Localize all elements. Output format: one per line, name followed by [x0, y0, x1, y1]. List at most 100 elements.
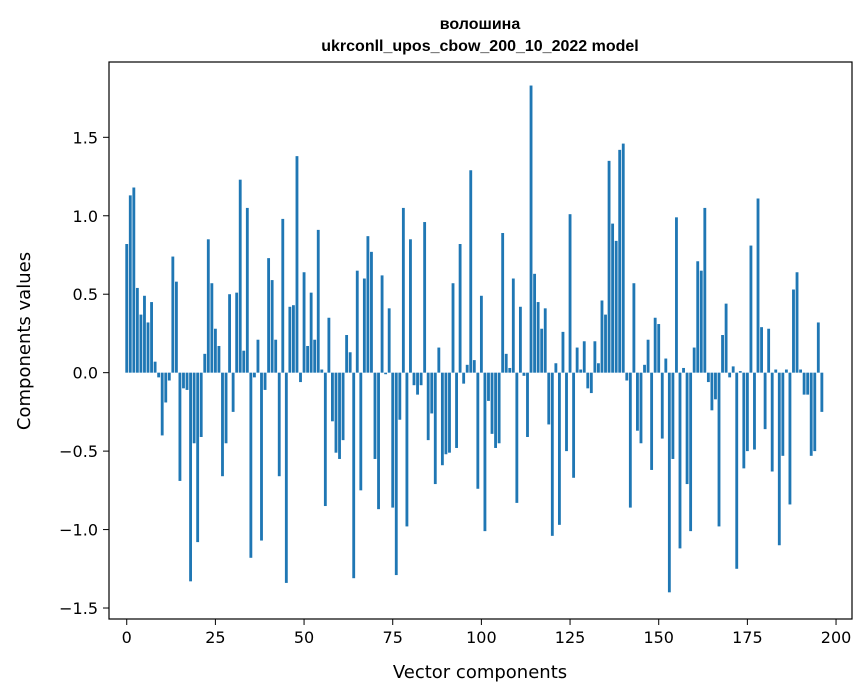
bar-47	[292, 305, 295, 373]
bar-188	[792, 289, 795, 373]
bar-11	[164, 372, 168, 403]
y-tick-label: −1.0	[59, 521, 98, 540]
bar-139	[618, 149, 622, 373]
bar-27	[221, 372, 224, 477]
bar-138	[614, 240, 618, 373]
bar-132	[593, 341, 597, 373]
bar-56	[323, 372, 327, 507]
bar-136	[607, 160, 611, 373]
bar-9	[157, 372, 161, 378]
bar-70	[373, 372, 377, 459]
x-tick-label: 75	[383, 628, 403, 647]
bar-124	[565, 372, 568, 452]
y-tick-label: 0.0	[73, 364, 98, 383]
bar-43	[277, 372, 281, 477]
bar-159	[689, 372, 693, 532]
bar-166	[714, 372, 717, 400]
bar-89	[440, 372, 444, 466]
bar-120	[550, 372, 554, 536]
bar-20	[196, 372, 200, 543]
bar-41	[270, 280, 274, 373]
bar-81	[412, 372, 416, 386]
bar-18	[189, 372, 192, 582]
bar-114	[529, 85, 533, 373]
x-axis-ticks: 0 25 50 75 100 125 150 175 200	[122, 619, 852, 647]
bar-63	[348, 352, 352, 373]
bar-129	[582, 341, 586, 373]
x-tick-label: 200	[821, 628, 852, 647]
bar-104	[494, 372, 497, 448]
bar-181	[767, 328, 771, 373]
plot-frame	[108, 61, 853, 620]
bar-183	[774, 369, 778, 373]
bar-154	[671, 372, 675, 459]
x-tick-label: 125	[555, 628, 586, 647]
bar-106	[501, 233, 505, 373]
bar-95	[462, 372, 466, 384]
x-tick-label: 25	[205, 628, 225, 647]
x-tick-label: 175	[732, 628, 763, 647]
bar-23	[206, 239, 210, 373]
bars-group	[125, 85, 824, 593]
bar-193	[809, 372, 813, 456]
bar-127	[575, 347, 579, 373]
bar-182	[770, 372, 774, 472]
bar-194	[813, 372, 817, 452]
bar-162	[699, 270, 703, 373]
bar-176	[749, 245, 753, 373]
bar-60	[338, 372, 341, 459]
bar-46	[288, 306, 292, 373]
bar-0	[125, 244, 129, 373]
bar-108	[508, 367, 512, 373]
bar-156	[678, 372, 682, 549]
bar-123	[561, 331, 565, 373]
bar-84	[423, 222, 427, 373]
bar-61	[341, 372, 345, 441]
bar-170	[728, 372, 732, 378]
bar-15	[178, 372, 182, 481]
bar-32	[238, 179, 242, 373]
bar-111	[518, 306, 522, 373]
bar-59	[334, 372, 338, 453]
bar-3	[135, 287, 139, 373]
bar-75	[391, 372, 395, 508]
bar-72	[380, 275, 384, 373]
bar-131	[589, 372, 593, 394]
bar-146	[643, 364, 646, 373]
bar-79	[405, 372, 409, 527]
bar-141	[625, 372, 629, 381]
bar-97	[469, 170, 473, 373]
bar-180	[763, 372, 767, 430]
bar-115	[533, 273, 537, 373]
bar-33	[242, 350, 246, 373]
bar-57	[327, 317, 331, 373]
bar-65	[355, 270, 359, 373]
bar-192	[806, 372, 810, 395]
bar-102	[487, 372, 490, 401]
bar-117	[540, 328, 544, 373]
bar-179	[760, 327, 763, 373]
bar-80	[409, 239, 412, 373]
y-tick-label: 1.5	[73, 128, 98, 147]
bar-22	[203, 353, 207, 373]
bar-8	[153, 361, 157, 373]
bar-92	[451, 283, 455, 373]
bar-58	[331, 372, 334, 422]
bar-78	[401, 207, 405, 373]
bar-1	[128, 195, 132, 373]
bar-121	[554, 363, 558, 373]
bar-36	[252, 372, 256, 378]
bar-100	[479, 295, 483, 373]
chart-subtitle: ukrconll_upos_cbow_200_10_2022 model	[321, 38, 638, 55]
chart-title: волошина	[440, 16, 521, 33]
bar-148	[650, 372, 654, 470]
bar-186	[784, 369, 788, 373]
bar-190	[799, 369, 802, 373]
bar-49	[299, 372, 302, 383]
bar-55	[320, 369, 324, 373]
bar-5	[143, 295, 146, 373]
bar-174	[742, 372, 746, 469]
bar-143	[632, 283, 636, 373]
bar-175	[745, 372, 749, 452]
bar-19	[192, 372, 196, 444]
